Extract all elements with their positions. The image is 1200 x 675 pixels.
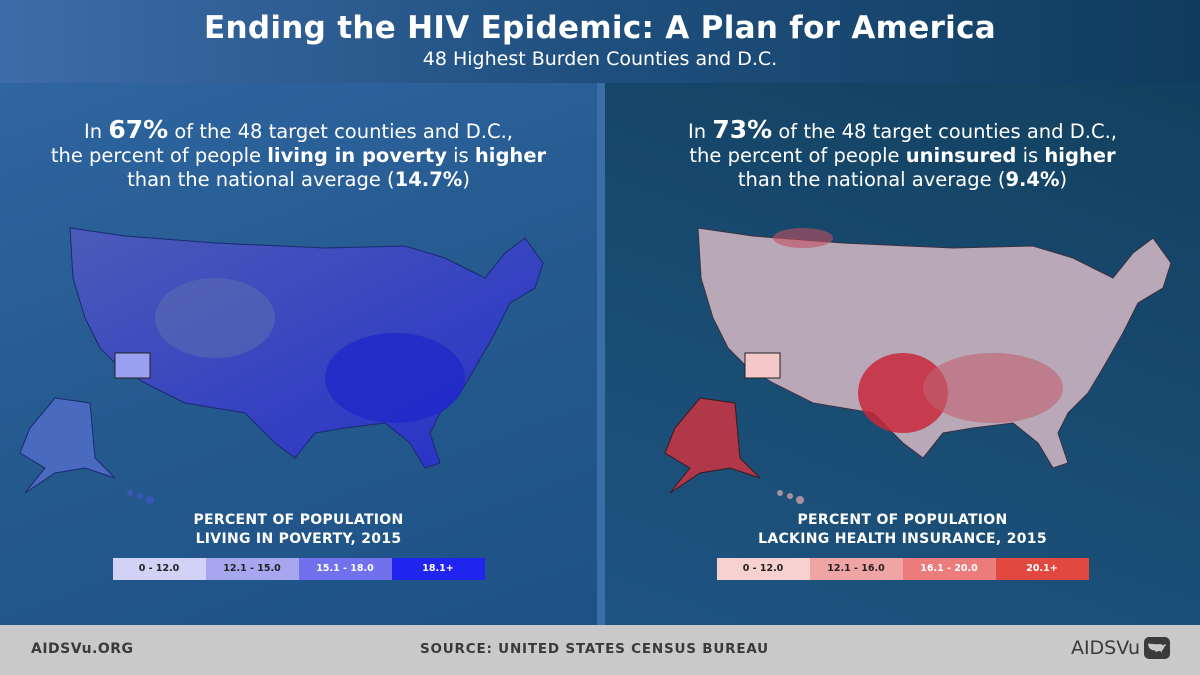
site-link[interactable]: AIDSVu.ORG [31,641,134,657]
page-subtitle: 48 Highest Burden Counties and D.C. [422,48,778,70]
legend-item: 12.1 - 15.0 [205,558,299,580]
poverty-panel: In 67% of the 48 target counties and D.C… [0,83,597,625]
legend-item: 0 - 12.0 [112,558,206,580]
uninsured-statement: In 73% of the 48 target counties and D.C… [688,115,1117,191]
target-county [114,352,151,379]
uninsured-legend: PERCENT OF POPULATION LACKING HEALTH INS… [605,511,1200,580]
aidsvu-logo: AIDSVu [1071,637,1170,659]
us-mainland-shape [697,227,1172,469]
legend-item: 0 - 12.0 [716,558,810,580]
uninsured-panel: In 73% of the 48 target counties and D.C… [605,83,1200,625]
page-title: Ending the HIV Epidemic: A Plan for Amer… [204,10,996,46]
poverty-statement: In 67% of the 48 target counties and D.C… [50,115,547,191]
us-mainland-shape [69,227,544,469]
header: Ending the HIV Epidemic: A Plan for Amer… [0,0,1200,83]
footer: AIDSVu.ORG SOURCE: UNITED STATES CENSUS … [0,625,1200,675]
alaska-shape [19,397,116,494]
legend-item: 15.1 - 18.0 [298,558,392,580]
legend-item: 12.1 - 16.0 [809,558,903,580]
uninsured-map [664,227,1172,504]
source-text: SOURCE: UNITED STATES CENSUS BUREAU [420,641,769,657]
poverty-legend: PERCENT OF POPULATION LIVING IN POVERTY,… [0,511,597,580]
poverty-map [19,227,544,504]
legend-item: 18.1+ [391,558,485,580]
legend-item: 16.1 - 20.0 [902,558,996,580]
legend-item: 20.1+ [995,558,1089,580]
alaska-shape [664,397,761,494]
divider [597,83,605,625]
target-county [744,352,781,379]
us-map-icon [1144,637,1170,659]
